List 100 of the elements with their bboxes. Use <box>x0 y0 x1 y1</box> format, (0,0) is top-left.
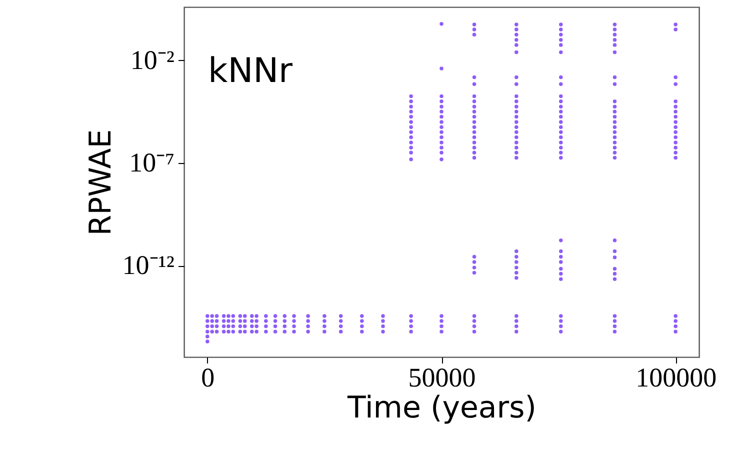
point <box>674 135 678 140</box>
point <box>612 38 617 42</box>
point <box>214 319 219 323</box>
point <box>472 146 476 150</box>
point <box>559 94 563 98</box>
point <box>210 319 214 323</box>
point <box>264 314 268 318</box>
point <box>440 114 444 119</box>
point <box>222 324 226 328</box>
point <box>381 324 385 328</box>
point <box>292 324 296 328</box>
point <box>514 114 518 119</box>
point <box>514 50 518 54</box>
point <box>559 254 563 259</box>
point <box>612 140 617 144</box>
point <box>440 125 444 129</box>
point <box>206 314 210 318</box>
point <box>472 324 476 328</box>
point <box>674 82 678 86</box>
point <box>514 266 518 270</box>
point <box>250 330 254 334</box>
point <box>559 266 563 271</box>
point <box>206 319 210 323</box>
point <box>612 238 617 242</box>
point <box>440 66 444 70</box>
point <box>674 314 678 318</box>
point <box>472 150 476 154</box>
point <box>472 32 476 36</box>
point <box>409 110 413 114</box>
point <box>360 319 364 323</box>
point <box>612 120 617 124</box>
point <box>409 100 413 104</box>
point <box>674 324 678 328</box>
point <box>674 140 678 144</box>
point <box>242 314 247 318</box>
point <box>210 314 214 318</box>
point <box>612 114 617 119</box>
point <box>674 28 678 32</box>
point <box>559 156 563 160</box>
point <box>210 330 214 334</box>
point <box>472 22 476 26</box>
point <box>612 22 617 26</box>
point <box>472 75 476 80</box>
point <box>322 330 326 334</box>
point <box>231 319 236 323</box>
point <box>360 330 364 334</box>
point <box>514 146 518 150</box>
point <box>674 75 678 80</box>
point <box>612 125 617 129</box>
point <box>514 75 518 80</box>
y-axis-title: RPWAE <box>83 129 118 236</box>
point <box>338 314 343 318</box>
point <box>612 104 617 108</box>
point <box>612 277 617 281</box>
point <box>559 43 563 47</box>
point <box>409 150 413 154</box>
point <box>273 319 278 323</box>
point <box>238 319 242 323</box>
y-tick-label: 10⁻¹² <box>122 250 174 280</box>
point <box>559 314 563 318</box>
point <box>612 150 617 154</box>
y-tick-label: 10⁻² <box>130 44 174 75</box>
point <box>226 330 230 334</box>
point <box>231 314 236 318</box>
annotation: kNNr <box>208 51 293 91</box>
point <box>559 32 563 36</box>
point <box>472 330 476 334</box>
point <box>282 314 287 318</box>
x-tick-label: 100000 <box>636 362 717 392</box>
point <box>238 324 242 328</box>
point <box>472 156 476 160</box>
point <box>206 334 210 338</box>
point <box>559 75 563 80</box>
point <box>472 140 476 144</box>
point <box>472 125 476 129</box>
point <box>612 319 617 323</box>
point <box>440 146 444 150</box>
point <box>559 130 563 134</box>
point <box>409 324 413 328</box>
point <box>514 156 518 160</box>
point <box>559 38 563 42</box>
point <box>674 150 678 154</box>
point <box>559 249 563 254</box>
point <box>559 125 563 129</box>
point <box>440 130 444 134</box>
point <box>231 324 236 328</box>
point <box>440 314 444 318</box>
point <box>440 22 444 26</box>
point <box>306 314 310 318</box>
point <box>214 314 219 318</box>
point <box>612 100 617 104</box>
point <box>472 28 476 32</box>
point <box>514 276 518 280</box>
point <box>472 120 476 124</box>
point <box>612 272 617 276</box>
point <box>674 130 678 134</box>
point <box>674 156 678 160</box>
point <box>264 319 268 323</box>
point <box>514 314 518 318</box>
point <box>254 314 258 318</box>
